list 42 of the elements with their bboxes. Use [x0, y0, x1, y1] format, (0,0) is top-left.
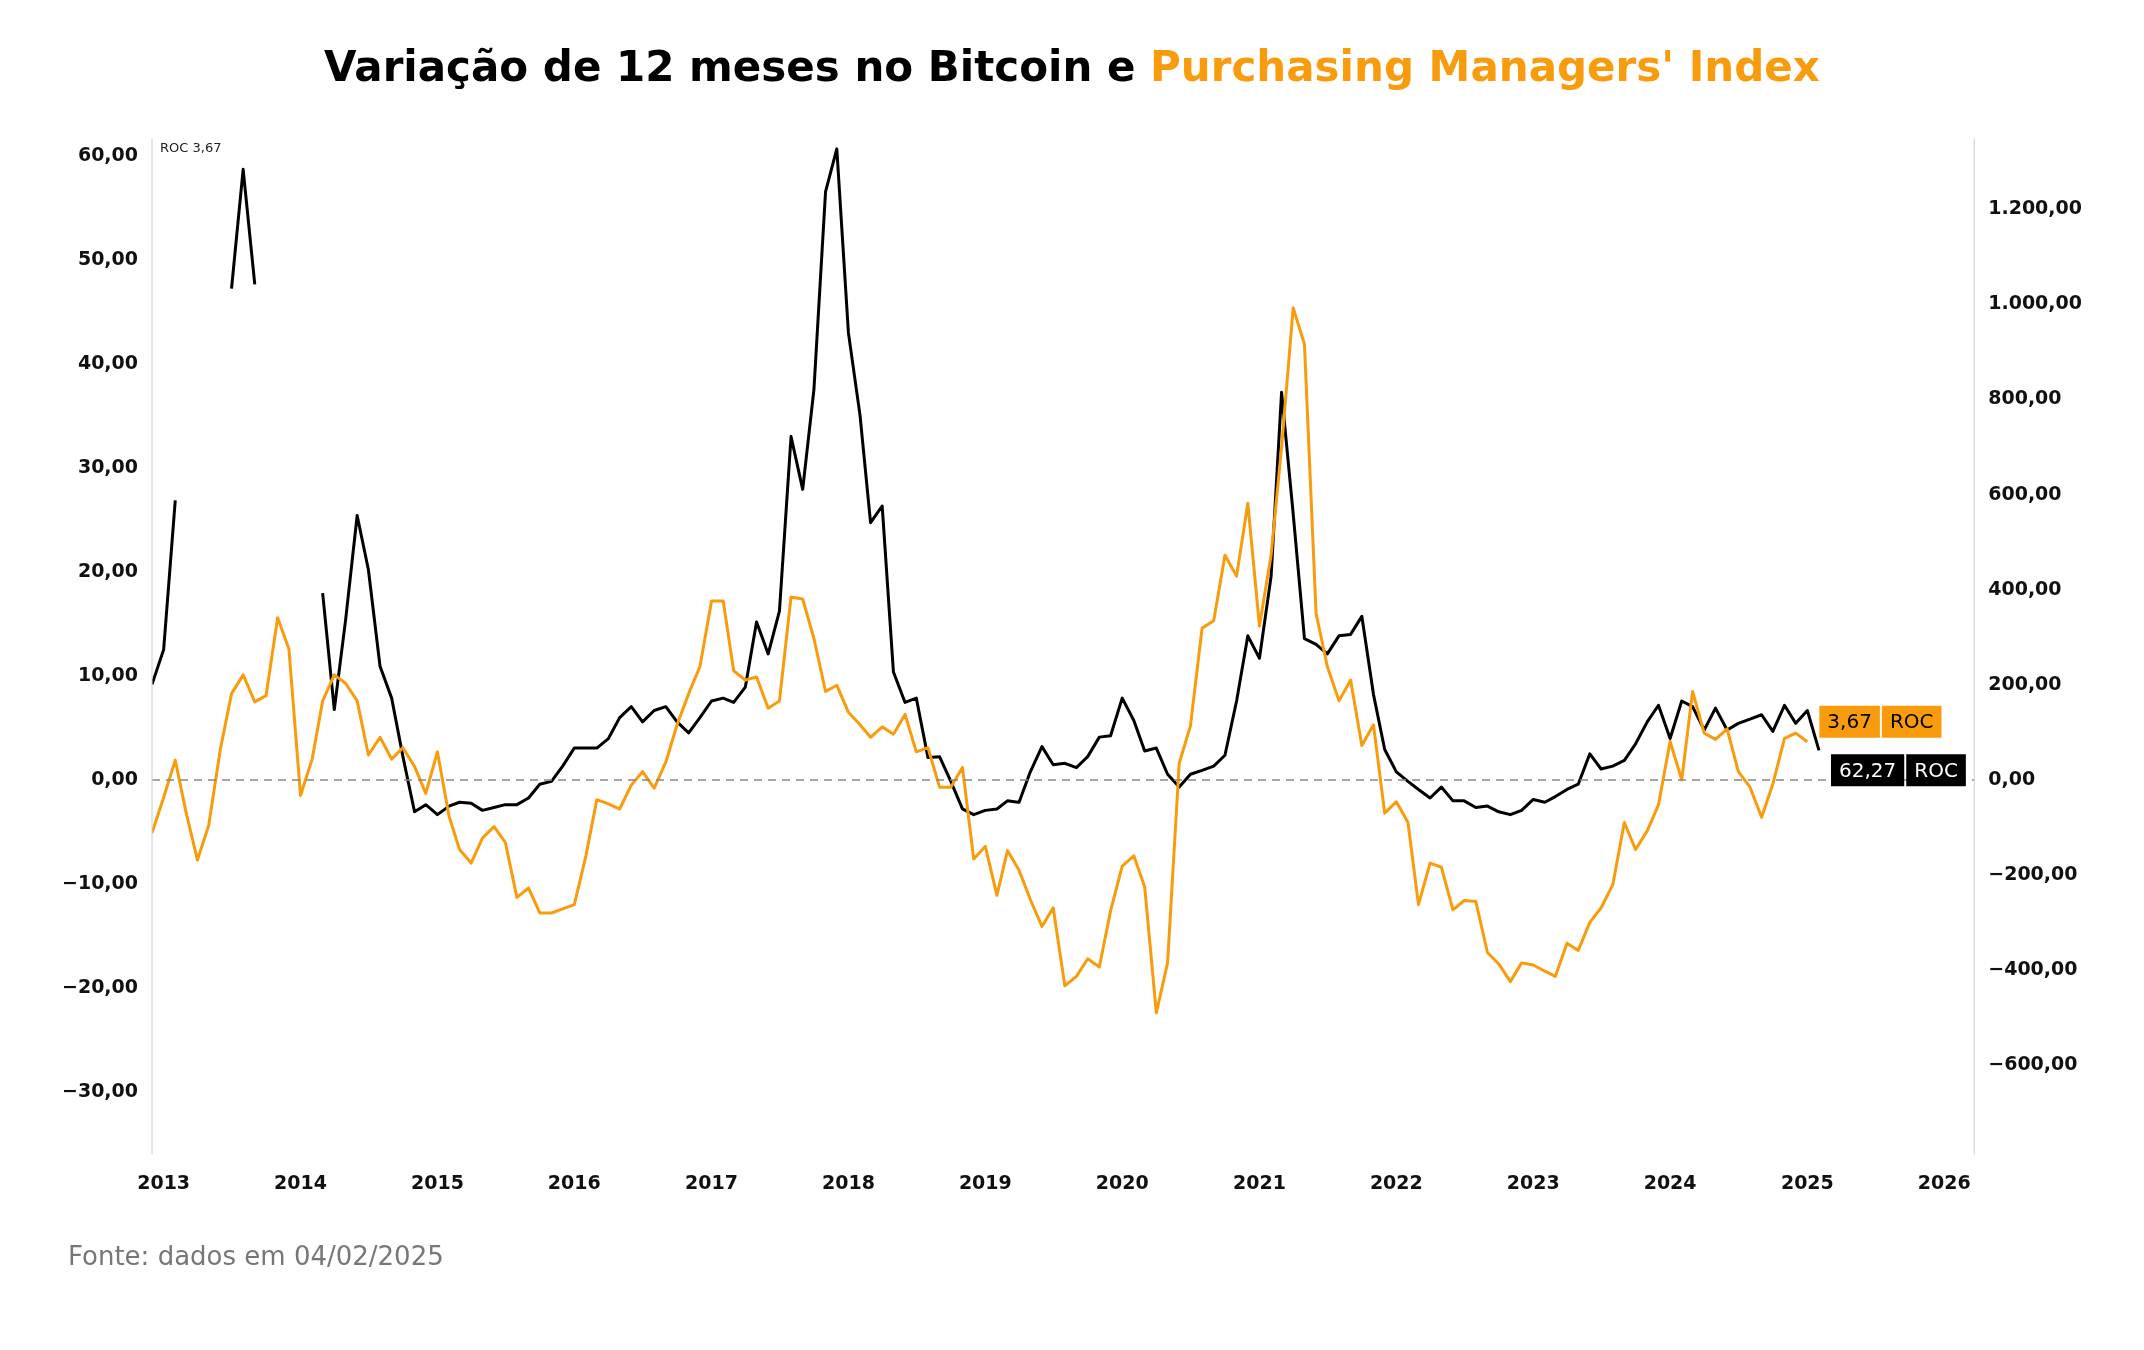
y2-tick-label: 0,00: [1988, 766, 2036, 789]
x-tick-label: 2020: [1095, 1170, 1149, 1193]
x-tick-label: 2025: [1780, 1170, 1834, 1193]
source-note: Fonte: dados em 04/02/2025: [67, 1240, 445, 1271]
x-tick-label: 2024: [1643, 1170, 1697, 1193]
y-tick-label: −30,00: [61, 1078, 139, 1101]
y2-tick-label: 600,00: [1988, 481, 2062, 504]
y2-tick-label: −400,00: [1988, 957, 2078, 980]
y-tick-label: 60,00: [77, 143, 139, 166]
y2-tick-label: 400,00: [1988, 576, 2062, 599]
y2-tick-label: −200,00: [1988, 861, 2078, 884]
y2-tick-label: 800,00: [1988, 386, 2062, 409]
y-tick-label: 30,00: [77, 454, 139, 477]
chart-title: Variação de 12 meses no Bitcoin e: [324, 42, 1136, 91]
y-tick-label: −10,00: [61, 870, 139, 893]
data-label: 62,27: [1838, 757, 1897, 782]
x-tick-label: 2015: [410, 1170, 464, 1193]
x-tick-label: 2018: [821, 1170, 875, 1193]
x-tick-label: 2017: [685, 1170, 738, 1193]
y-tick-label: 0,00: [91, 766, 139, 789]
y-tick-label: 50,00: [77, 246, 139, 269]
annotation: ROC 3,67: [160, 140, 222, 156]
x-tick-label: 2022: [1369, 1170, 1423, 1193]
x-tick-label: 2021: [1233, 1170, 1286, 1193]
x-tick-label: 2016: [547, 1170, 601, 1193]
text: Purchasing Managers' Index: [1149, 42, 1820, 91]
x-tick-label: 2019: [958, 1170, 1012, 1193]
data-label: 3,67: [1827, 708, 1872, 733]
y-tick-label: −20,00: [61, 974, 139, 997]
y-tick-label: 40,00: [77, 350, 139, 373]
y-tick-label: 10,00: [77, 662, 139, 685]
y2-tick-label: −600,00: [1988, 1052, 2078, 1075]
x-tick-label: 2013: [137, 1170, 191, 1193]
x-tick-label: 2014: [274, 1170, 327, 1193]
y2-tick-label: 1.200,00: [1988, 196, 2083, 219]
annotation: ROC: [1889, 708, 1934, 733]
annotation: ROC: [1914, 757, 1958, 782]
y-tick-label: 20,00: [77, 558, 139, 581]
y2-tick-label: 1.000,00: [1988, 291, 2083, 314]
x-tick-label: 2026: [1917, 1170, 1971, 1193]
x-tick-label: 2023: [1506, 1170, 1560, 1193]
y2-tick-label: 200,00: [1988, 671, 2062, 694]
